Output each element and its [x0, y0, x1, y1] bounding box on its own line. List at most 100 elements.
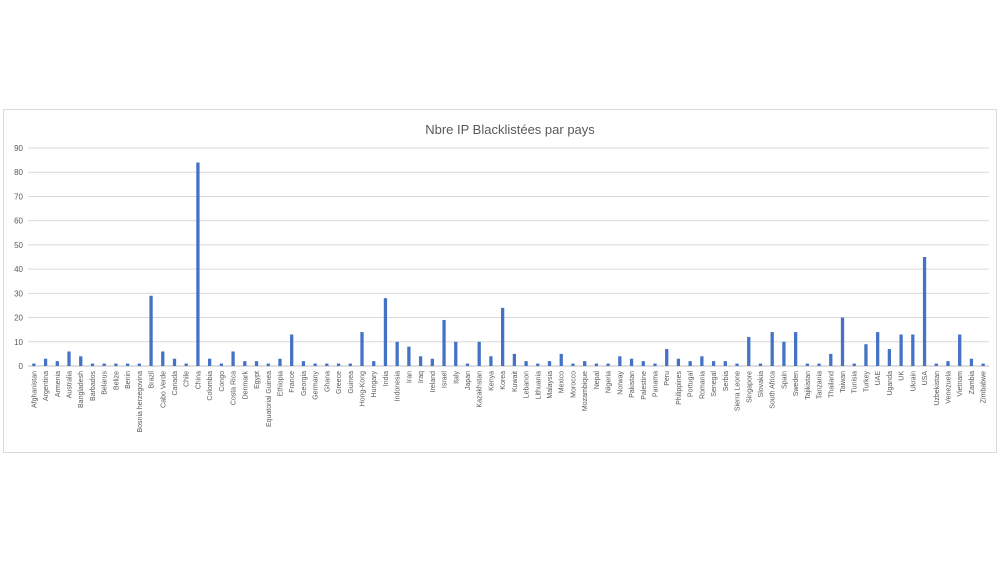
bar: [172, 358, 177, 366]
bar: [805, 363, 809, 366]
bar: [149, 295, 153, 366]
bar: [196, 162, 200, 366]
bar: [43, 358, 48, 366]
bar: [782, 341, 786, 366]
bar: [67, 351, 71, 366]
bar: [547, 361, 552, 366]
x-tick-label: Malaysia: [547, 371, 554, 399]
x-tick-label: Tanzania: [817, 371, 824, 399]
bar: [958, 334, 962, 366]
bar: [641, 361, 645, 366]
bar: [137, 363, 141, 366]
y-tick-label: 40: [14, 265, 23, 274]
x-tick-label: India: [383, 371, 390, 386]
x-tick-label: South Africa: [770, 371, 777, 409]
chart-frame: Nbre IP Blacklistées par pays 0 10 20 30 40 5…: [3, 109, 997, 453]
x-tick-label: Spain: [781, 371, 788, 389]
bar: [629, 358, 634, 366]
bar: [477, 341, 481, 366]
x-tick-label: Benin: [125, 371, 132, 389]
bar: [747, 336, 751, 366]
x-tick-label: Mexico: [559, 371, 566, 393]
bar: [32, 363, 36, 366]
bar: [723, 361, 727, 366]
x-axis-labels: Afghanistan Argentina Armenia Australia Bang…: [31, 371, 987, 433]
bar: [348, 363, 352, 366]
bar: [618, 356, 622, 366]
bar: [301, 361, 306, 366]
x-tick-label: Belize: [113, 371, 120, 390]
bar: [911, 334, 915, 366]
x-tick-label: Turkey: [863, 371, 870, 393]
bar: [442, 319, 446, 366]
bar: [594, 363, 599, 366]
x-tick-label: Bangladesh: [78, 371, 85, 408]
x-tick-label: Morocco: [570, 371, 577, 398]
bar: [125, 363, 130, 366]
bar: [336, 363, 341, 366]
x-tick-label: Serbia: [723, 371, 730, 391]
y-tick-label: 20: [14, 314, 23, 323]
bar: [512, 353, 517, 366]
x-tick-label: Barbados: [90, 371, 97, 401]
x-tick-label: Nigeria: [606, 371, 613, 393]
bar: [840, 317, 845, 366]
x-tick-label: Peru: [664, 371, 671, 386]
x-tick-label: Kenya: [488, 371, 495, 391]
bar: [829, 353, 833, 366]
x-tick-label: Costa Rica: [231, 371, 238, 405]
bar: [184, 363, 188, 366]
x-tick-label: Georgia: [301, 371, 308, 396]
x-tick-label: Hungary: [371, 371, 378, 398]
bar: [887, 349, 892, 366]
bar: [418, 356, 423, 366]
x-tick-label: Hong-Kong: [360, 371, 367, 407]
bar: [583, 361, 587, 366]
bar: [653, 363, 657, 366]
y-tick-label: 10: [14, 338, 23, 347]
bar: [571, 363, 575, 366]
bar: [536, 363, 540, 366]
bar: [90, 363, 95, 366]
x-tick-label: China: [195, 371, 202, 389]
x-tick-label: Chile: [184, 371, 191, 387]
y-tick-label: 30: [14, 289, 23, 298]
bar: [711, 361, 716, 366]
x-tick-label: Venezuela: [945, 371, 952, 404]
x-tick-label: Pakistan: [629, 371, 636, 398]
x-tick-label: France: [289, 371, 296, 393]
x-tick-label: Egypt: [254, 371, 261, 389]
x-tick-label: Palestine: [641, 371, 648, 400]
x-tick-label: Sweden: [793, 371, 800, 396]
bar: [55, 361, 59, 366]
x-tick-label: Iraq: [418, 371, 425, 383]
x-tick-label: Argentina: [43, 371, 50, 401]
x-tick-label: Indonesia: [395, 371, 402, 401]
bars: [32, 162, 985, 366]
bar: [102, 363, 106, 366]
y-tick-label: 70: [14, 192, 23, 201]
bar: [676, 358, 681, 366]
x-tick-label: Cabo Verde: [160, 371, 167, 408]
bar: [325, 363, 329, 366]
x-tick-label: UAE: [875, 371, 882, 386]
x-tick-label: Norway: [617, 371, 624, 395]
bar: [735, 363, 739, 366]
x-tick-label: Mozambique: [582, 371, 589, 411]
y-axis-ticks: 0 10 20 30 40 50 60 70 80 90: [14, 144, 23, 371]
x-tick-label: Ethiopia: [277, 371, 284, 396]
bar: [852, 363, 856, 366]
x-tick-label: Afghanistan: [31, 371, 38, 408]
y-tick-label: 80: [14, 168, 23, 177]
bar: [876, 332, 880, 366]
x-tick-label: Ghana: [324, 371, 331, 392]
bar: [360, 332, 364, 366]
bar: [278, 358, 282, 366]
bar: [922, 257, 927, 366]
x-tick-label: Tajikistan: [805, 371, 812, 400]
bar: [969, 358, 974, 366]
x-tick-label: Canada: [172, 371, 179, 396]
x-tick-label: Slovakia: [758, 371, 765, 398]
bar: [254, 361, 259, 366]
x-tick-label: Taiwan: [840, 371, 847, 393]
